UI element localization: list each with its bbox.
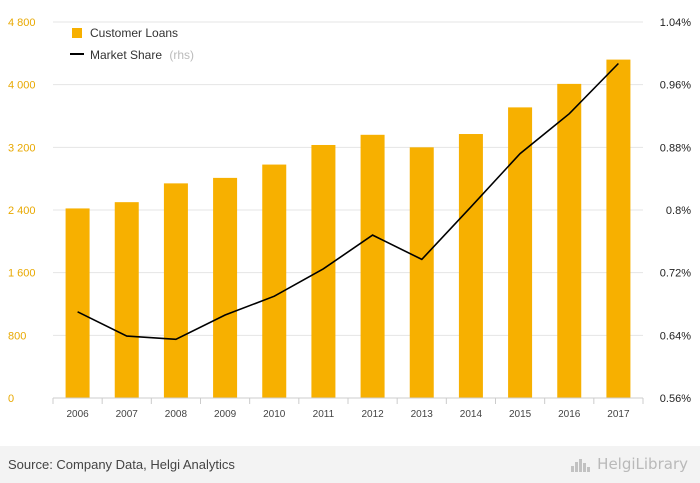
source-text: Source: Company Data, Helgi Analytics — [8, 457, 235, 472]
bar-2013 — [409, 147, 434, 398]
gridlines — [53, 21, 643, 336]
left-axis-tick-label: 800 — [8, 330, 26, 342]
x-tick-label: 2016 — [558, 409, 581, 420]
left-axis-tick-label: 2 400 — [8, 205, 36, 217]
legend-label-customer-loans: Customer Loans — [90, 26, 178, 40]
line-series-market-share — [77, 62, 619, 341]
bar-2006 — [65, 208, 90, 398]
x-tick-label: 2014 — [460, 409, 483, 420]
x-tick-label: 2008 — [165, 409, 188, 420]
x-axis-ticks: 2006 2007 2008 2009 2010 2011 2012 2013 2014 2015… — [52, 398, 644, 420]
bar-2011 — [311, 144, 336, 398]
x-tick-label: 2010 — [263, 409, 286, 420]
bar-2015 — [508, 107, 533, 398]
right-axis-tick-label: 0.8% — [666, 205, 691, 217]
bar-2014 — [458, 134, 483, 398]
x-tick-label: 2015 — [509, 409, 532, 420]
x-tick-label: 2017 — [607, 409, 630, 420]
right-axis-labels: 0.56% 0.64% 0.72% 0.8% 0.88% 0.96% 1.04% — [660, 17, 691, 405]
bar-2009 — [213, 177, 238, 398]
bar-2017 — [606, 59, 631, 398]
right-axis-tick-label: 1.04% — [660, 17, 691, 29]
bar-2008 — [163, 183, 188, 398]
bar-2010 — [262, 164, 287, 398]
legend-swatch-customer-loans — [72, 28, 82, 38]
bar-2016 — [557, 83, 582, 398]
right-axis-tick-label: 0.64% — [660, 330, 691, 342]
right-axis-tick-label: 0.96% — [660, 80, 691, 92]
bar-2012 — [360, 134, 385, 399]
legend: Customer Loans Market Share (rhs) — [70, 26, 194, 62]
left-axis-tick-label: 1 600 — [8, 268, 36, 280]
bar-2007 — [114, 202, 139, 398]
right-axis-tick-label: 0.72% — [660, 268, 691, 280]
x-tick-label: 2013 — [411, 409, 434, 420]
left-axis-tick-label: 4 800 — [8, 17, 36, 29]
legend-label-market-share: Market Share (rhs) — [90, 48, 194, 62]
x-tick-label: 2011 — [313, 409, 335, 420]
x-tick-label: 2012 — [361, 409, 384, 420]
x-tick-label: 2006 — [66, 409, 89, 420]
left-axis-labels: 0 800 1 600 2 400 3 200 4 000 4 800 — [8, 17, 36, 405]
right-axis-tick-label: 0.88% — [660, 142, 691, 154]
x-tick-label: 2009 — [214, 409, 237, 420]
x-tick-label: 2007 — [116, 409, 139, 420]
brand-name: HelgiLibrary — [597, 455, 688, 473]
footer: Source: Company Data, Helgi Analytics He… — [0, 446, 700, 483]
library-icon — [571, 459, 591, 472]
right-axis-tick-label: 0.56% — [660, 393, 691, 405]
chart: 2006 2007 2008 2009 2010 2011 2012 2013 2014 2015… — [8, 17, 691, 420]
brand-logo: HelgiLibrary — [570, 455, 688, 473]
bar-series-customer-loans — [65, 59, 631, 399]
left-axis-tick-label: 3 200 — [8, 142, 36, 154]
left-axis-tick-label: 4 000 — [8, 80, 36, 92]
left-axis-tick-label: 0 — [8, 393, 14, 405]
